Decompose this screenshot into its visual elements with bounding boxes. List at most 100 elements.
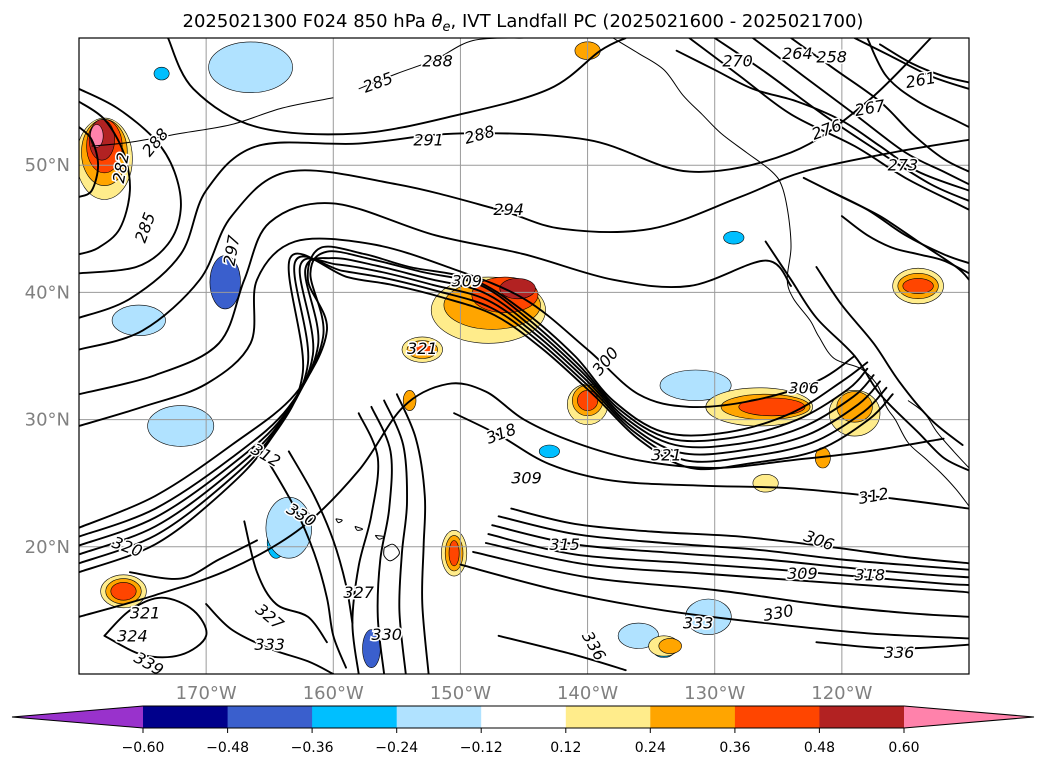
colorbar-extend-high bbox=[904, 706, 1034, 728]
contour-324-18 bbox=[487, 533, 969, 586]
contour-267-40 bbox=[866, 38, 969, 128]
colorbar-tick-label: −0.36 bbox=[291, 740, 334, 756]
colorbar-tick-label: 0.60 bbox=[888, 740, 919, 756]
coastline-hawaii-big-island bbox=[383, 543, 400, 562]
title-suffix: , IVT Landfall PC (2025021600 - 20250217… bbox=[451, 11, 864, 32]
contour-label-30: 327 bbox=[343, 583, 374, 602]
pc-fill-20 bbox=[208, 41, 293, 94]
pc-fill-18 bbox=[659, 369, 732, 401]
x-tick-label: 170°W bbox=[176, 683, 237, 704]
contour-label-15: 294 bbox=[493, 200, 524, 219]
pc-fill-55 bbox=[499, 278, 536, 300]
contour-321-17 bbox=[491, 524, 969, 579]
contour-309-13 bbox=[79, 382, 945, 618]
colorbar-tick-label: 0.24 bbox=[635, 740, 666, 756]
coastline-hawaii-oahu bbox=[354, 525, 364, 531]
contour-285-2 bbox=[79, 100, 131, 256]
colorbar-tick-label: −0.48 bbox=[206, 740, 249, 756]
coastline-hawaii-kauai bbox=[335, 518, 343, 524]
contour-294-45 bbox=[840, 215, 969, 275]
contour-333-21 bbox=[459, 563, 969, 640]
pc-fill-17 bbox=[111, 304, 166, 337]
contour-label-22: 309 bbox=[511, 469, 542, 488]
coastline-hawaii-maui bbox=[374, 534, 385, 540]
contour-303-44 bbox=[815, 266, 964, 446]
contour-label-35: 321 bbox=[130, 603, 161, 622]
contour-270-39 bbox=[675, 49, 969, 192]
contour-330-30 bbox=[243, 520, 328, 644]
x-tick-label: 140°W bbox=[557, 683, 618, 704]
contour-321-25 bbox=[370, 405, 393, 674]
colorbar-tick-label: 0.36 bbox=[719, 740, 750, 756]
colorbar-segment-7 bbox=[734, 706, 820, 728]
y-tick-label: 50°N bbox=[25, 155, 70, 176]
colorbar-segment-1 bbox=[227, 706, 313, 728]
contour-264-41 bbox=[853, 38, 969, 90]
coastline-gulf-of-california-east bbox=[907, 400, 969, 469]
contour-297-5 bbox=[79, 202, 792, 396]
contour-321-32 bbox=[103, 596, 208, 659]
y-axis-ticks: 20°N 30°N 40°N 50°N bbox=[25, 155, 70, 558]
pc-fill-33 bbox=[752, 474, 779, 493]
pc-fill-53 bbox=[902, 278, 934, 294]
colorbar-tick-label: 0.48 bbox=[804, 740, 835, 756]
title-subscript: e bbox=[443, 20, 451, 35]
pc-fill-57 bbox=[90, 124, 104, 148]
contour-label-1: 288 bbox=[422, 51, 453, 70]
contour-336-23 bbox=[815, 641, 969, 650]
contour-label-37: 336 bbox=[884, 643, 915, 662]
contour-333-31 bbox=[205, 603, 335, 674]
contour-label-32: 333 bbox=[683, 614, 714, 633]
contour-324-28 bbox=[268, 463, 347, 669]
contour-label-33: 330 bbox=[371, 625, 402, 644]
colorbar-segment-5 bbox=[565, 706, 651, 728]
contour-288-0 bbox=[167, 38, 627, 136]
x-axis-ticks: 170°W 160°W 150°W 140°W 130°W 120°W bbox=[176, 683, 873, 704]
chart-title: 2025021300 F024 850 hPa θe, IVT Landfall… bbox=[183, 11, 864, 35]
contour-276-37 bbox=[751, 38, 969, 186]
coastline-aleutian-islands bbox=[91, 97, 334, 147]
pc-fill-3 bbox=[209, 255, 241, 310]
plot-frame bbox=[78, 37, 970, 675]
contour-318-16 bbox=[497, 515, 969, 571]
colorbar-tick-label: 0.12 bbox=[550, 740, 581, 756]
contour-label-19: 306 bbox=[788, 378, 819, 397]
colorbar-segment-2 bbox=[312, 706, 398, 728]
contour-label-21: 321 bbox=[651, 446, 682, 465]
contour-300-43 bbox=[764, 240, 969, 472]
contour-label-29: 318 bbox=[855, 565, 886, 584]
contour-285-47 bbox=[828, 189, 969, 265]
pc-fill-13 bbox=[153, 66, 170, 81]
pc-fill-50 bbox=[448, 540, 460, 567]
title-theta: θ bbox=[432, 11, 443, 32]
colorbar-segment-6 bbox=[650, 706, 736, 728]
contour-330-20 bbox=[472, 550, 969, 618]
colorbar: −0.60 −0.48 −0.36 −0.24 −0.12 0.12 0.24 0.36 0.4… bbox=[11, 705, 1035, 756]
contour-282-34 bbox=[79, 126, 100, 198]
colorbar-tick-label: −0.60 bbox=[122, 740, 165, 756]
contour-label-38: 333 bbox=[254, 635, 285, 654]
pc-fill-21 bbox=[617, 622, 660, 649]
contour-label-28: 309 bbox=[787, 564, 818, 583]
contour-label-2: 264 bbox=[782, 44, 813, 63]
x-tick-label: 120°W bbox=[811, 683, 872, 704]
contour-327-27 bbox=[395, 393, 430, 674]
contour-303-7 bbox=[79, 245, 869, 529]
pc-fill-54 bbox=[411, 344, 433, 355]
pc-fill-15 bbox=[723, 231, 745, 245]
coastline-north-america-west-coast bbox=[612, 38, 969, 507]
contour-294-4 bbox=[79, 138, 969, 351]
contour-312-14 bbox=[453, 412, 969, 510]
x-tick-label: 130°W bbox=[684, 683, 745, 704]
contour-label-27: 315 bbox=[549, 535, 580, 554]
x-tick-label: 160°W bbox=[303, 683, 364, 704]
contour-label-6: 267 bbox=[853, 96, 887, 120]
contour-318-12 bbox=[79, 252, 894, 574]
contour-288-1 bbox=[79, 87, 182, 275]
contour-label-9: 291 bbox=[413, 130, 444, 149]
contour-315-11 bbox=[79, 255, 888, 565]
contour-306-8 bbox=[79, 250, 869, 538]
contour-279-36 bbox=[713, 38, 969, 202]
contour-label-3: 258 bbox=[816, 48, 847, 67]
